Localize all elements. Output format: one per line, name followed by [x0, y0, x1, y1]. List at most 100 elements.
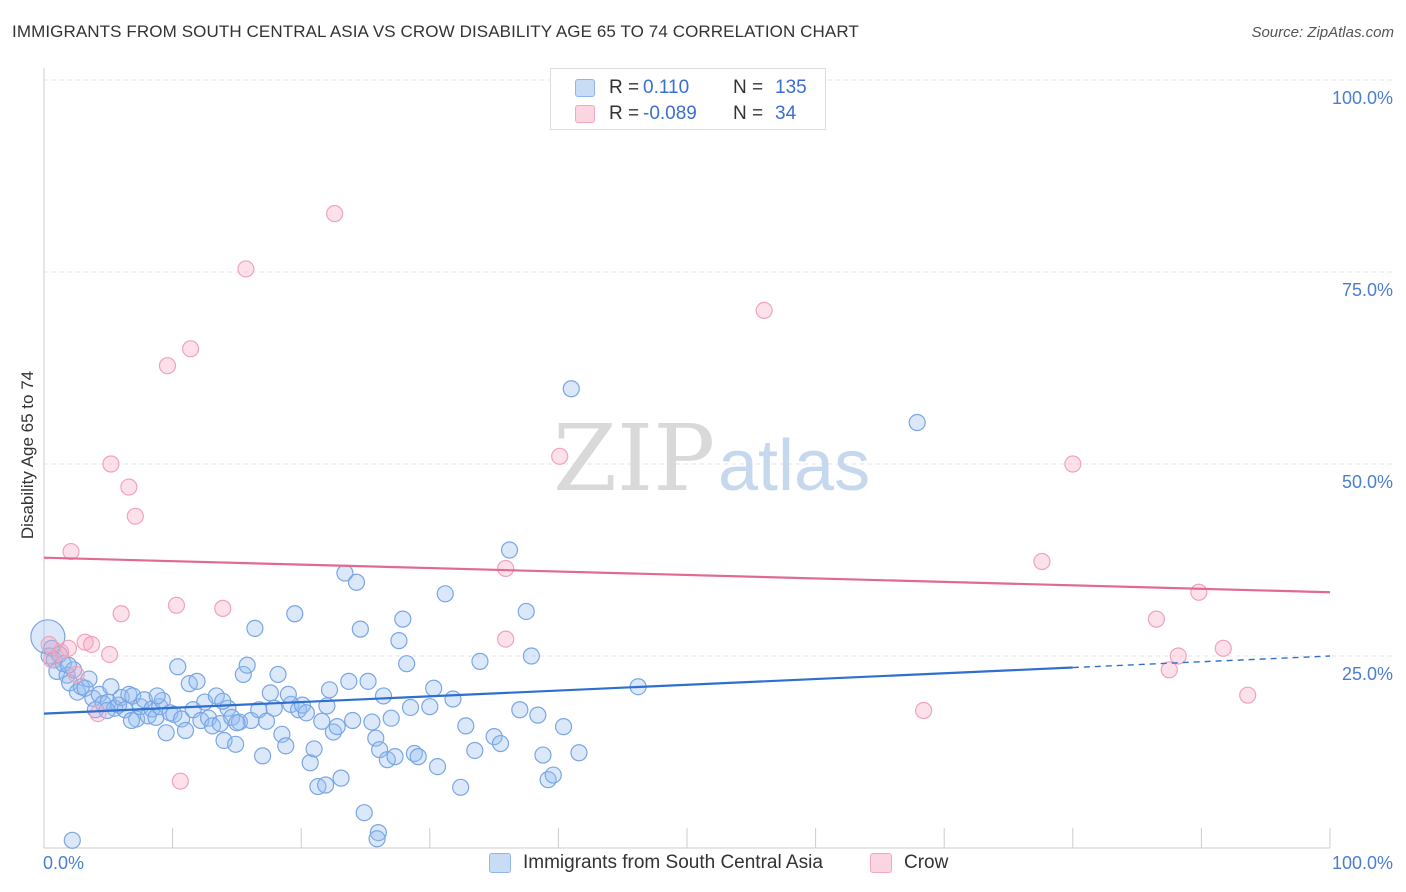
point-crow: [1033, 552, 1051, 571]
r-label: R =: [609, 103, 640, 124]
point-immigrants: [344, 711, 362, 730]
point-immigrants: [554, 718, 573, 736]
point-crow: [497, 630, 515, 648]
point-immigrants: [286, 605, 304, 623]
n-label: N =: [733, 77, 764, 98]
point-immigrants: [340, 672, 358, 690]
point-immigrants: [80, 670, 98, 688]
point-crow: [89, 704, 107, 723]
point-immigrants: [320, 681, 339, 699]
point-immigrants: [394, 610, 412, 628]
stats-box: R = 0.110 N = 135 R = -0.089 N = 34: [550, 68, 826, 130]
point-crow: [112, 605, 130, 623]
point-immigrants: [428, 757, 447, 776]
point-immigrants: [63, 831, 81, 849]
point-crow: [167, 596, 186, 614]
watermark-zip: ZIP: [553, 405, 715, 512]
point-immigrants: [562, 380, 580, 398]
point-immigrants: [257, 712, 276, 730]
point-immigrants: [529, 706, 547, 724]
point-immigrants: [254, 747, 272, 765]
point-immigrants: [511, 701, 529, 719]
point-immigrants: [444, 690, 462, 708]
data-points: [30, 205, 1257, 849]
point-immigrants: [390, 632, 408, 650]
point-immigrants: [64, 661, 83, 679]
source-label: Source: ZipAtlas.com: [1251, 24, 1394, 41]
point-immigrants: [102, 678, 120, 696]
point-immigrants: [176, 721, 195, 740]
point-immigrants: [238, 656, 256, 674]
point-crow: [82, 635, 101, 654]
point-crow: [237, 260, 255, 278]
trend-lines: [43, 556, 1331, 715]
point-immigrants: [297, 704, 315, 722]
point-immigrants: [522, 647, 540, 665]
point-immigrants: [436, 585, 454, 603]
y-axis-label: Disability Age 65 to 74: [18, 371, 37, 539]
point-immigrants: [332, 769, 350, 787]
point-immigrants: [188, 672, 206, 690]
point-immigrants: [471, 652, 489, 670]
point-immigrants: [425, 679, 443, 697]
point-crow: [182, 340, 200, 358]
point-immigrants: [369, 824, 387, 842]
point-crow: [915, 701, 933, 720]
stats-swatch-2: [575, 105, 595, 123]
point-immigrants: [269, 665, 287, 684]
point-immigrants: [246, 619, 264, 637]
point-immigrants: [466, 741, 484, 760]
x-tick-labels: 0.0% 100.0%: [43, 853, 1393, 873]
n-value: 34: [775, 103, 797, 124]
point-immigrants: [313, 712, 331, 730]
point-immigrants: [544, 766, 562, 784]
point-immigrants: [491, 734, 510, 753]
point-immigrants: [317, 776, 335, 794]
point-crow: [102, 455, 120, 473]
point-immigrants: [228, 714, 246, 732]
point-immigrants: [363, 713, 381, 731]
point-immigrants: [355, 804, 373, 822]
point-immigrants: [386, 748, 404, 766]
x-tick-label: 0.0%: [43, 853, 84, 873]
y-tick-labels: 25.0% 50.0% 75.0% 100.0%: [1332, 88, 1393, 684]
point-immigrants: [359, 672, 377, 690]
trend-line-immigrants-extension: [1072, 655, 1331, 669]
point-crow: [497, 559, 515, 578]
point-immigrants: [261, 684, 279, 702]
watermark: ZIP atlas: [553, 405, 870, 512]
point-crow: [214, 599, 232, 617]
point-immigrants: [301, 754, 319, 772]
point-crow: [1190, 583, 1208, 601]
point-crow: [1239, 686, 1257, 704]
point-crow: [1064, 455, 1082, 473]
trend-line-immigrants: [43, 666, 1073, 715]
watermark-atlas: atlas: [718, 426, 870, 506]
grid-lines: [44, 79, 1392, 657]
point-immigrants: [485, 728, 503, 746]
point-immigrants: [398, 655, 416, 673]
point-immigrants: [534, 746, 552, 764]
point-immigrants: [409, 748, 427, 766]
point-immigrants: [227, 735, 245, 753]
point-crow: [755, 301, 773, 319]
point-immigrants: [570, 744, 588, 762]
point-immigrants: [351, 620, 369, 638]
point-immigrants: [452, 778, 470, 796]
point-crow: [59, 639, 78, 657]
point-immigrants: [401, 698, 420, 717]
point-crow: [1147, 610, 1165, 628]
legend-label-crow: Crow: [904, 852, 949, 873]
point-immigrants: [368, 830, 386, 848]
n-value: 135: [775, 77, 807, 98]
point-crow: [43, 651, 61, 669]
x-tick-label: 100.0%: [1332, 853, 1393, 873]
point-immigrants: [234, 665, 252, 684]
legend-swatch-immigrants: [489, 853, 511, 873]
point-immigrants: [328, 718, 346, 736]
point-immigrants: [169, 658, 187, 676]
point-immigrants: [148, 687, 166, 705]
point-crow: [100, 645, 119, 664]
point-immigrants: [382, 709, 400, 727]
point-immigrants: [539, 771, 557, 789]
